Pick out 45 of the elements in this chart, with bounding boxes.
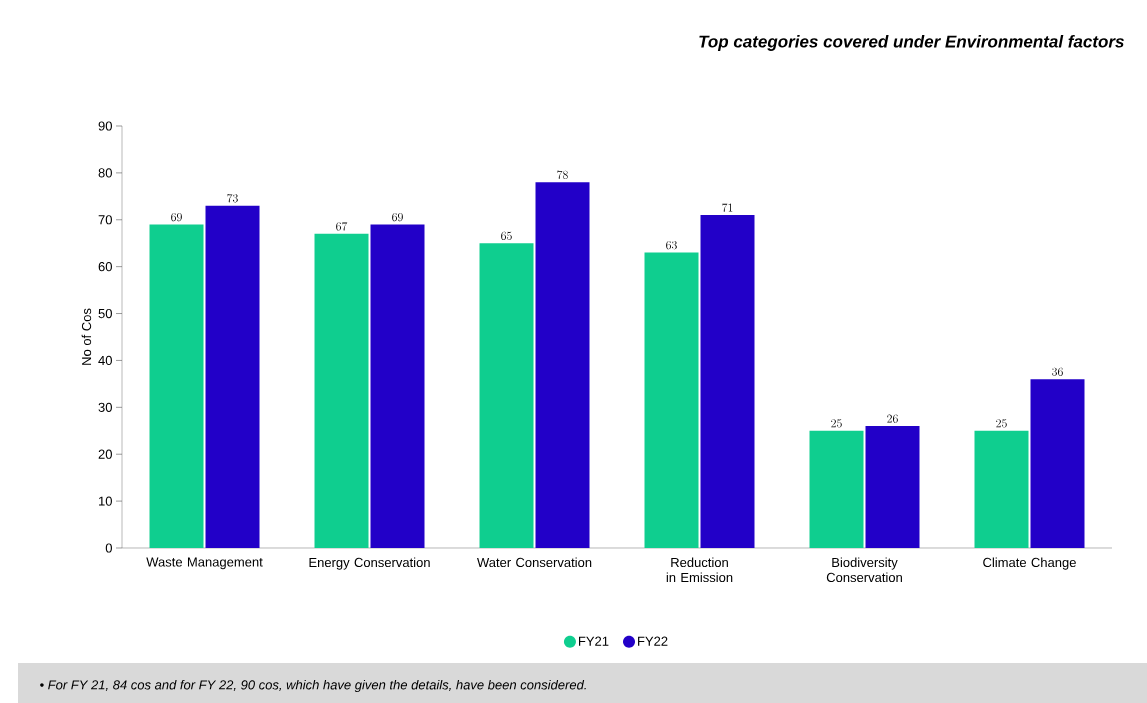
- bar: [700, 215, 755, 548]
- legend-label: FY22: [638, 636, 668, 646]
- y-tick-label: 20: [98, 449, 112, 459]
- y-axis-title: No of Cos: [81, 308, 92, 365]
- y-tick-label: 60: [98, 262, 112, 272]
- legend-label: FY21: [579, 636, 609, 646]
- data-label: 73: [227, 194, 238, 203]
- data-label: 36: [1052, 367, 1063, 376]
- data-label: 69: [392, 212, 403, 222]
- x-tick-label: Water Conservation: [477, 557, 592, 568]
- data-label: 67: [336, 222, 348, 231]
- bar: [644, 252, 699, 548]
- y-tick-label: 50: [98, 308, 112, 319]
- y-tick-label: 10: [99, 496, 112, 506]
- data-label: 71: [722, 203, 733, 212]
- y-tick-label: 70: [98, 215, 112, 225]
- x-tick-label: Reduction in Emission: [666, 557, 733, 583]
- x-tick-label: Waste Management: [146, 557, 263, 570]
- data-label: 25: [996, 419, 1007, 428]
- bar: [865, 426, 920, 548]
- bar: [314, 233, 369, 548]
- data-label: 26: [887, 414, 898, 423]
- y-tick-label: 80: [98, 168, 112, 178]
- bar: [370, 224, 425, 548]
- bar: [535, 182, 590, 548]
- bar: [149, 224, 204, 548]
- x-tick-label: Climate Change: [983, 557, 1076, 570]
- x-tick-label: Energy Conservation: [309, 557, 430, 570]
- data-label: 69: [171, 212, 182, 222]
- y-tick-label: 0: [105, 543, 112, 553]
- x-tick-label: Biodiversity Conservation: [826, 557, 902, 583]
- bar: [479, 243, 534, 548]
- y-tick-label: 40: [98, 355, 112, 366]
- data-label: 63: [666, 241, 677, 250]
- bar: [1030, 379, 1085, 548]
- data-label: 65: [501, 231, 512, 240]
- bar: [809, 430, 864, 548]
- y-tick-label: 30: [98, 402, 112, 412]
- bar: [974, 430, 1029, 548]
- text: • For FY 21, 84 cos and for FY 22, 90 cos, which have given the details, have been considered.: [40, 679, 586, 693]
- y-tick-label: 90: [98, 121, 112, 131]
- data-label: 78: [557, 170, 568, 179]
- chart-title: Top categories covered under Environmental factors: [699, 35, 1124, 51]
- data-label: 25: [831, 419, 842, 428]
- bar: [205, 205, 260, 548]
